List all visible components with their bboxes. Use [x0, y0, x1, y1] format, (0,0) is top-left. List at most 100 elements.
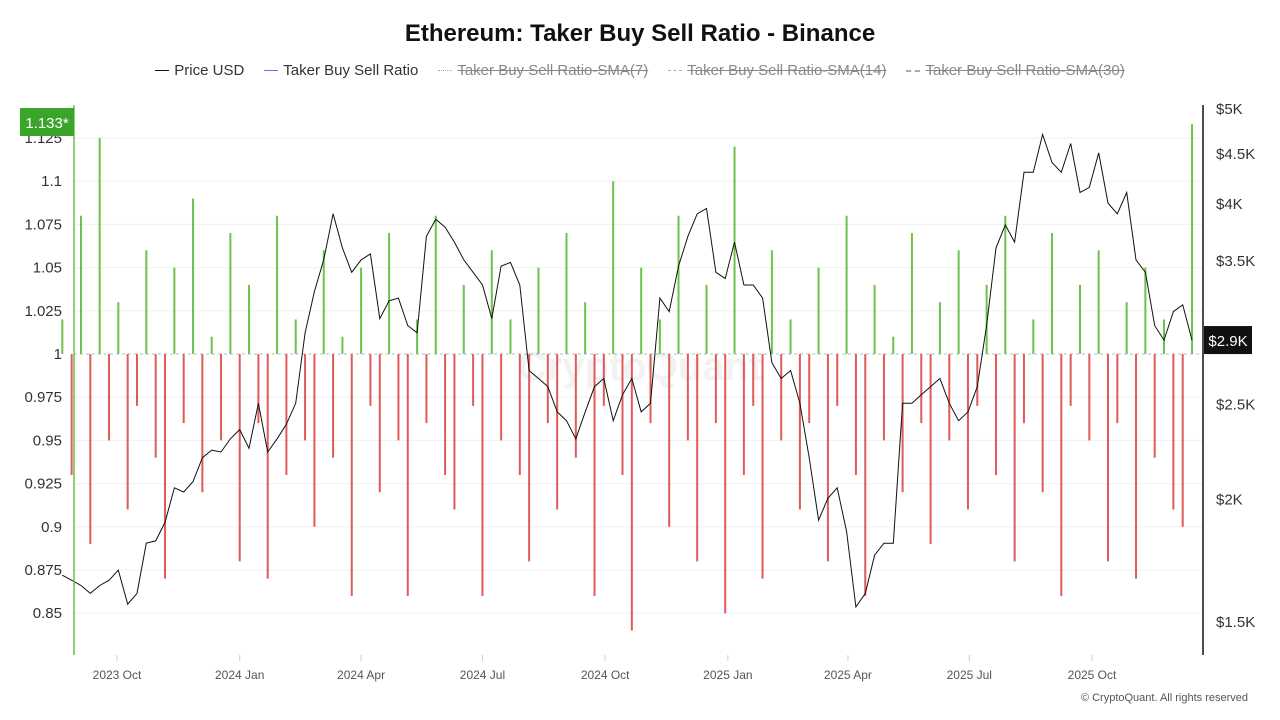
left-tick-label: 1.075: [24, 216, 62, 233]
ratio-bar: [1163, 319, 1166, 354]
ratio-bar: [397, 354, 400, 441]
ratio-bar: [276, 215, 279, 354]
legend-label: Taker Buy Sell Ratio-SMA(14): [687, 62, 887, 79]
ratio-bar: [686, 354, 689, 441]
ratio-bar: [341, 336, 344, 354]
ratio-bar: [425, 354, 428, 424]
x-tick-label: 2024 Oct: [581, 668, 630, 682]
ratio-bar: [985, 284, 988, 354]
ratio-bar: [462, 284, 465, 354]
ratio-bar: [1013, 354, 1016, 562]
x-tick-label: 2025 Jan: [703, 668, 752, 682]
left-tick-label: 0.875: [24, 562, 62, 579]
left-tick-label: 1.1: [41, 173, 62, 190]
ratio-bar: [313, 354, 316, 527]
ratio-bar: [789, 319, 792, 354]
legend-item-ratio[interactable]: Taker Buy Sell Ratio: [264, 62, 418, 79]
right-tick-label: $3.5K: [1216, 253, 1255, 270]
legend-swatch: [906, 69, 921, 72]
ratio-bar: [920, 354, 923, 424]
ratio-bar: [677, 215, 680, 354]
ratio-bar: [574, 354, 577, 458]
ratio-bar: [1041, 354, 1044, 493]
ratio-bar: [836, 354, 839, 406]
left-tick-label: 0.9: [41, 519, 62, 536]
ratio-bar: [70, 354, 73, 475]
ratio-bar: [584, 302, 587, 354]
ratio-bar: [201, 354, 204, 493]
ratio-bar: [658, 319, 661, 354]
ratio-bar: [257, 354, 260, 424]
legend-item-price[interactable]: Price USD: [155, 62, 244, 79]
ratio-bar: [61, 319, 64, 354]
ratio-bar: [714, 354, 717, 424]
ratio-bar: [107, 354, 110, 441]
ratio-bar: [332, 354, 335, 458]
ratio-bar: [229, 233, 232, 354]
ratio-bar: [1144, 267, 1147, 354]
left-tick-label: 0.925: [24, 476, 62, 493]
ratio-bar: [612, 181, 615, 354]
ratio-bar: [649, 354, 652, 424]
ratio-bar: [434, 215, 437, 354]
ratio-bar: [630, 354, 633, 631]
ratio-bar: [248, 284, 251, 354]
ratio-bar: [210, 336, 213, 354]
ratio-bar: [1153, 354, 1156, 458]
ratio-bar: [285, 354, 288, 475]
ratio-bar: [873, 284, 876, 354]
legend-item-sma30[interactable]: Taker Buy Sell Ratio-SMA(30): [906, 62, 1125, 79]
legend-item-sma14[interactable]: Taker Buy Sell Ratio-SMA(14): [668, 62, 886, 79]
right-tick-label: $2.5K: [1216, 396, 1255, 413]
ratio-bar: [136, 354, 139, 406]
price-line: [62, 132, 1193, 609]
ratio-bar: [1181, 354, 1184, 527]
ratio-bar: [444, 354, 447, 475]
ratio-bar: [752, 354, 755, 406]
legend-item-sma7[interactable]: Taker Buy Sell Ratio-SMA(7): [438, 62, 648, 79]
ratio-bar: [882, 354, 885, 441]
legend-label: Taker Buy Sell Ratio: [283, 62, 419, 79]
left-tick-label: 1.025: [24, 303, 62, 320]
ratio-bar: [556, 354, 559, 510]
ratio-bar: [145, 250, 148, 354]
ratio-bar: [1078, 284, 1081, 354]
ratio-bar: [98, 138, 101, 354]
ratio-bar: [1022, 354, 1025, 424]
ratio-bar: [1088, 354, 1091, 441]
left-tick-label: 1.05: [33, 260, 62, 277]
current-price-value: $2.9K: [1208, 333, 1247, 350]
badge-bg: [20, 108, 74, 136]
x-tick-label: 2025 Apr: [824, 668, 872, 682]
ratio-bar: [901, 354, 904, 493]
ratio-bar: [537, 267, 540, 354]
ratio-bar: [238, 354, 241, 562]
ratio-bar: [705, 284, 708, 354]
ratio-bar: [472, 354, 475, 406]
legend-swatch: [668, 70, 683, 71]
x-tick-label: 2025 Jul: [947, 668, 992, 682]
ratio-bar: [1032, 319, 1035, 354]
legend-swatch: [155, 70, 170, 71]
ratio-bar: [808, 354, 811, 424]
ratio-bar: [518, 354, 521, 475]
ratio-bar: [490, 250, 493, 354]
ratio-bar: [1135, 354, 1138, 579]
ratio-bar: [565, 233, 568, 354]
ratio-bar: [817, 267, 820, 354]
ratio-bar: [369, 354, 372, 406]
ratio-bar: [733, 146, 736, 354]
ratio-bar: [220, 354, 223, 441]
ratio-bar: [1069, 354, 1072, 406]
right-tick-label: $5K: [1216, 101, 1243, 118]
ratio-bar: [1172, 354, 1175, 510]
legend-swatch: [264, 70, 279, 71]
ratio-bar: [826, 354, 829, 562]
left-tick-label: 1: [54, 346, 62, 363]
ratio-bar: [854, 354, 857, 475]
ratio-bar: [994, 354, 997, 475]
ratio-bar: [761, 354, 764, 579]
ratio-bar: [1004, 215, 1007, 354]
x-tick-label: 2023 Oct: [93, 668, 142, 682]
